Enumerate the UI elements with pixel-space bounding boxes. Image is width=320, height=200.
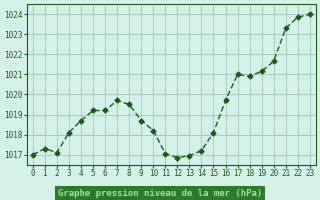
Text: Graphe pression niveau de la mer (hPa): Graphe pression niveau de la mer (hPa) bbox=[58, 189, 262, 198]
